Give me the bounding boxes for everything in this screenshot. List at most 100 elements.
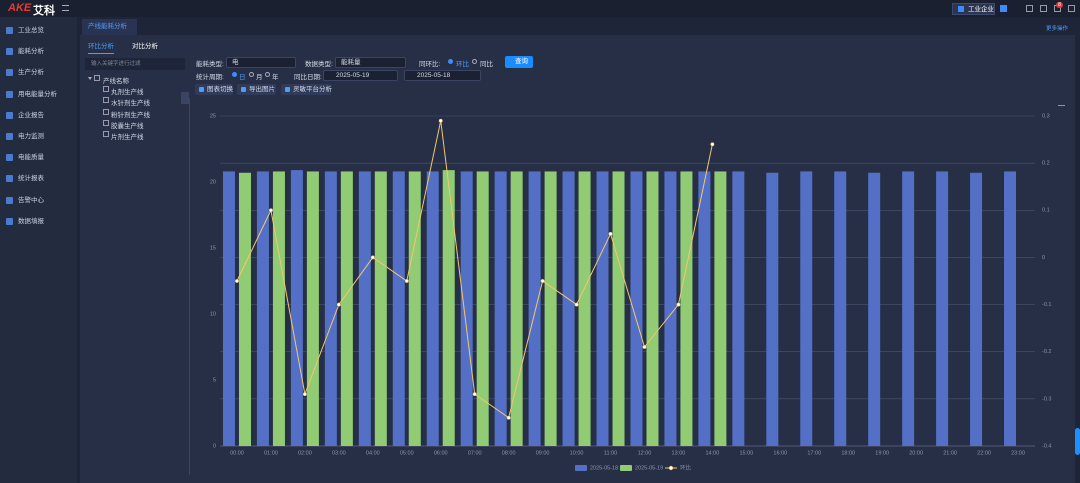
radio[interactable] — [232, 72, 237, 77]
date-input[interactable]: 2025-05-19 — [323, 70, 398, 81]
legend-label: 2025-05-18 — [590, 465, 618, 471]
tree-item[interactable]: 粉针剂生产线 — [111, 109, 150, 119]
button-icon — [199, 87, 204, 92]
bar — [613, 171, 625, 446]
tree-item[interactable]: 水针剂生产线 — [111, 97, 150, 107]
x-tick-label: 02:00 — [298, 450, 312, 456]
y-tick-label: 20 — [210, 179, 216, 185]
checkbox[interactable] — [103, 97, 109, 103]
bar — [545, 171, 557, 446]
x-tick-label: 20:00 — [909, 450, 923, 456]
checkbox[interactable] — [103, 120, 109, 126]
scrollbar[interactable] — [1075, 428, 1080, 455]
header-icon[interactable] — [1026, 5, 1033, 12]
menu-item[interactable]: 用电能量分析 — [18, 91, 57, 98]
radio[interactable] — [249, 72, 254, 77]
menu-item[interactable]: 电能质量 — [18, 154, 44, 161]
x-tick-label: 23:00 — [1011, 450, 1025, 456]
header-icon[interactable] — [1040, 5, 1047, 12]
bar — [902, 171, 914, 446]
bar — [325, 171, 337, 446]
select[interactable]: 能耗量 — [335, 57, 406, 68]
x-tick-label: 21:00 — [943, 450, 957, 456]
bar — [563, 171, 575, 446]
select[interactable]: 电 — [226, 57, 296, 68]
tree-item[interactable]: 丸剂生产线 — [111, 86, 144, 96]
tree-item[interactable]: 片剂生产线 — [111, 131, 144, 141]
bar — [936, 171, 948, 446]
bar — [257, 171, 269, 446]
y2-tick-label: 0.2 — [1042, 161, 1050, 167]
line-point — [643, 345, 646, 348]
x-tick-label: 04:00 — [366, 450, 380, 456]
radio[interactable] — [472, 59, 477, 64]
checkbox[interactable] — [103, 131, 109, 137]
x-tick-label: 01:00 — [264, 450, 278, 456]
apps-icon[interactable] — [1000, 5, 1007, 12]
line-point — [371, 256, 374, 259]
bar — [375, 171, 387, 446]
y-tick-label: 25 — [210, 113, 216, 119]
menu-icon — [6, 154, 13, 161]
bar — [477, 171, 489, 446]
label: 能耗类型: — [196, 58, 224, 68]
button-icon — [241, 87, 246, 92]
x-tick-label: 17:00 — [807, 450, 821, 456]
menu-item[interactable]: 数据填报 — [18, 218, 44, 225]
x-tick-label: 00:00 — [230, 450, 244, 456]
more-actions[interactable]: 更多操作 — [1046, 24, 1068, 32]
line-point — [439, 119, 442, 122]
bar — [307, 171, 319, 446]
y2-tick-label: -0.2 — [1042, 349, 1051, 355]
sub-tab[interactable]: 环比分析 — [88, 40, 114, 54]
line-point — [473, 393, 476, 396]
query-button[interactable]: 查询 — [505, 56, 533, 68]
radio[interactable] — [448, 59, 453, 64]
line-point — [405, 279, 408, 282]
menu-item[interactable]: 电力监测 — [18, 133, 44, 140]
menu-item[interactable]: 生产分析 — [18, 69, 44, 76]
x-tick-label: 15:00 — [739, 450, 753, 456]
menu-item[interactable]: 企业报告 — [18, 112, 44, 119]
bar — [461, 171, 473, 446]
page-tab[interactable]: 产线能耗分析 — [82, 19, 137, 35]
x-tick-label: 05:00 — [400, 450, 414, 456]
tree-item[interactable]: 胶囊生产线 — [111, 120, 144, 130]
menu-item[interactable]: 告警中心 — [18, 197, 44, 204]
radio-label: 年 — [272, 71, 279, 81]
label: 同环比: — [419, 58, 440, 68]
x-tick-label: 13:00 — [672, 450, 686, 456]
chart: 0510152025-0.4-0.3-0.2-0.100.10.20.300:0… — [190, 105, 1060, 480]
bar — [714, 171, 726, 446]
menu-item[interactable]: 统计报表 — [18, 175, 44, 182]
menu-item[interactable]: 能耗分析 — [18, 48, 44, 55]
bar — [291, 170, 303, 446]
enterprise-icon — [958, 6, 964, 12]
y2-tick-label: 0 — [1042, 255, 1045, 261]
legend-swatch — [669, 466, 673, 470]
menu-item[interactable]: 工业总览 — [18, 27, 44, 34]
bar — [579, 171, 591, 446]
checkbox[interactable] — [103, 86, 109, 92]
bar — [970, 173, 982, 446]
tree-search[interactable]: 输入关键字进行过滤 — [85, 58, 185, 70]
checkbox[interactable] — [103, 109, 109, 115]
line-point — [711, 143, 714, 146]
label: 数据类型: — [305, 58, 333, 68]
bar — [511, 171, 523, 446]
y2-tick-label: -0.4 — [1042, 443, 1051, 449]
x-tick-label: 14:00 — [706, 450, 720, 456]
menu-icon — [6, 197, 13, 204]
panel-toggle[interactable] — [181, 92, 189, 104]
checkbox[interactable] — [94, 75, 100, 81]
tree-root[interactable]: 产线名称 — [103, 75, 129, 85]
bar — [427, 171, 439, 446]
tree-arrow — [88, 77, 92, 80]
sub-tab[interactable]: 对比分析 — [132, 40, 158, 50]
bar — [239, 173, 251, 446]
radio[interactable] — [265, 72, 270, 77]
bar — [646, 171, 658, 446]
date-input[interactable]: 2025-05-18 — [404, 70, 481, 81]
collapse-icon[interactable] — [62, 5, 69, 11]
header-icon[interactable] — [1068, 5, 1075, 12]
